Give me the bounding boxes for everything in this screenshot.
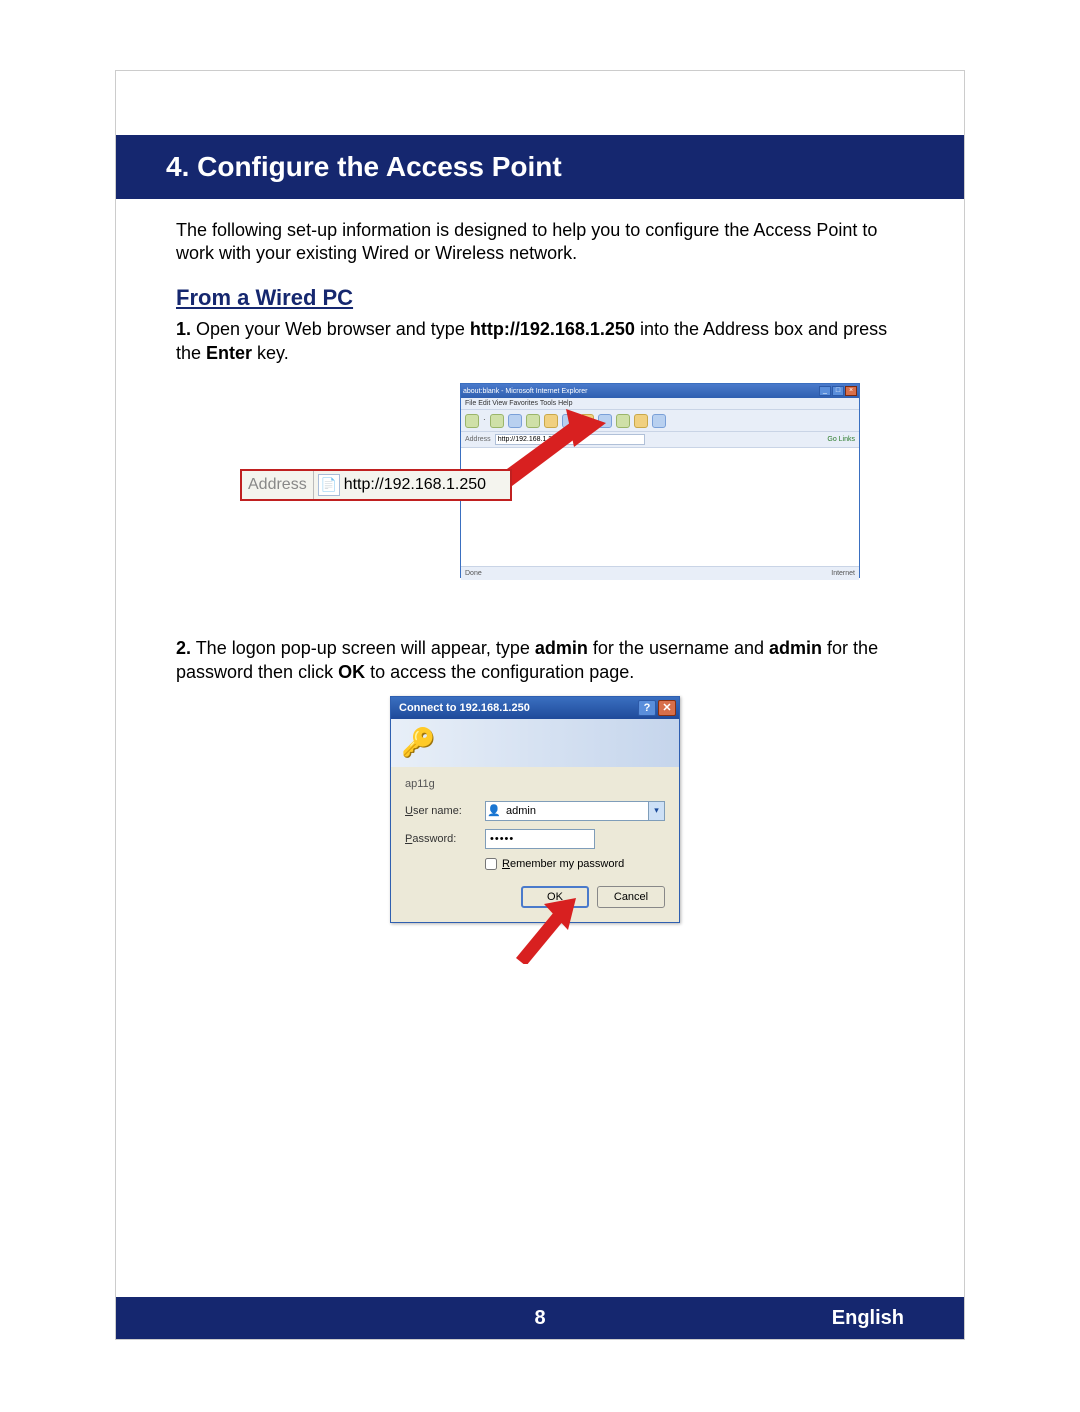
step-1-pre: Open your Web browser and type (191, 319, 470, 339)
page-footer: 8 English (116, 1297, 964, 1339)
dialog-titlebar: Connect to 192.168.1.250 ? ✕ (391, 697, 679, 719)
help-button[interactable]: ? (638, 700, 656, 716)
browser-title-text: about:blank - Microsoft Internet Explore… (463, 387, 588, 396)
step-2-u2: admin (769, 638, 822, 658)
dialog-window-buttons: ? ✕ (638, 700, 676, 716)
arrow-icon (510, 894, 580, 964)
username-combo[interactable]: 👤 admin ▾ (485, 801, 665, 821)
close-button[interactable]: × (845, 386, 857, 396)
page-icon: 📄 (318, 474, 340, 496)
step-2-post: to access the configuration page. (365, 662, 634, 682)
sub-heading: From a Wired PC (176, 284, 904, 313)
step-1-number: 1. (176, 319, 191, 339)
address-label: Address (465, 435, 491, 444)
callout-address-label: Address (242, 471, 314, 499)
step-2-mid1: for the username and (588, 638, 769, 658)
step-2-pre: The logon pop-up screen will appear, typ… (191, 638, 535, 658)
user-icon: 👤 (486, 804, 502, 818)
figure-browser: about:blank - Microsoft Internet Explore… (220, 383, 860, 613)
section-header: 4. Configure the Access Point (116, 135, 964, 199)
back-icon[interactable] (465, 414, 479, 428)
window-buttons: _ □ × (819, 386, 857, 396)
minimize-button[interactable]: _ (819, 386, 831, 396)
username-row: User name: 👤 admin ▾ (405, 801, 665, 821)
cancel-button[interactable]: Cancel (597, 886, 665, 908)
username-label: User name: (405, 804, 485, 818)
maximize-button[interactable]: □ (832, 386, 844, 396)
remember-row: Remember my password (485, 857, 665, 871)
step-2-u1: admin (535, 638, 588, 658)
mail-icon[interactable] (634, 414, 648, 428)
status-left: Done (465, 569, 482, 578)
password-row: Password: ••••• (405, 829, 665, 849)
page-number: 8 (534, 1307, 545, 1330)
dialog-title-text: Connect to 192.168.1.250 (399, 701, 530, 715)
password-label: Password: (405, 832, 485, 846)
remember-label: Remember my password (502, 857, 624, 871)
document-page: 4. Configure the Access Point The follow… (115, 70, 965, 1340)
content-area: The following set-up information is desi… (116, 199, 964, 1297)
step-2-number: 2. (176, 638, 191, 658)
step-1-key: Enter (206, 343, 252, 363)
history-icon[interactable] (616, 414, 630, 428)
go-label[interactable]: Go Links (827, 435, 855, 444)
step-2: 2. The logon pop-up screen will appear, … (176, 637, 904, 684)
login-dialog: Connect to 192.168.1.250 ? ✕ 🔑 ap11g Use… (390, 696, 680, 923)
step-1: 1. Open your Web browser and type http:/… (176, 318, 904, 365)
step-1-post: key. (252, 343, 289, 363)
step-1-url: http://192.168.1.250 (470, 319, 635, 339)
dialog-banner: 🔑 (391, 719, 679, 767)
auth-realm: ap11g (405, 777, 665, 791)
username-value: admin (502, 804, 648, 818)
browser-titlebar: about:blank - Microsoft Internet Explore… (461, 384, 859, 398)
print-icon[interactable] (652, 414, 666, 428)
keys-icon: 🔑 (401, 725, 436, 761)
address-callout: Address 📄 http://192.168.1.250 (240, 469, 512, 501)
callout-url: http://192.168.1.250 (344, 475, 486, 496)
status-right: Internet (831, 569, 855, 578)
password-input[interactable]: ••••• (485, 829, 595, 849)
back-label: · (483, 415, 486, 425)
figure-login-dialog: Connect to 192.168.1.250 ? ✕ 🔑 ap11g Use… (390, 696, 690, 976)
browser-statusbar: Done Internet (461, 566, 859, 580)
remember-checkbox[interactable] (485, 858, 497, 870)
language-label: English (832, 1307, 904, 1330)
intro-text: The following set-up information is desi… (176, 219, 904, 266)
chevron-down-icon[interactable]: ▾ (648, 802, 664, 820)
dialog-close-button[interactable]: ✕ (658, 700, 676, 716)
step-2-ok: OK (338, 662, 365, 682)
